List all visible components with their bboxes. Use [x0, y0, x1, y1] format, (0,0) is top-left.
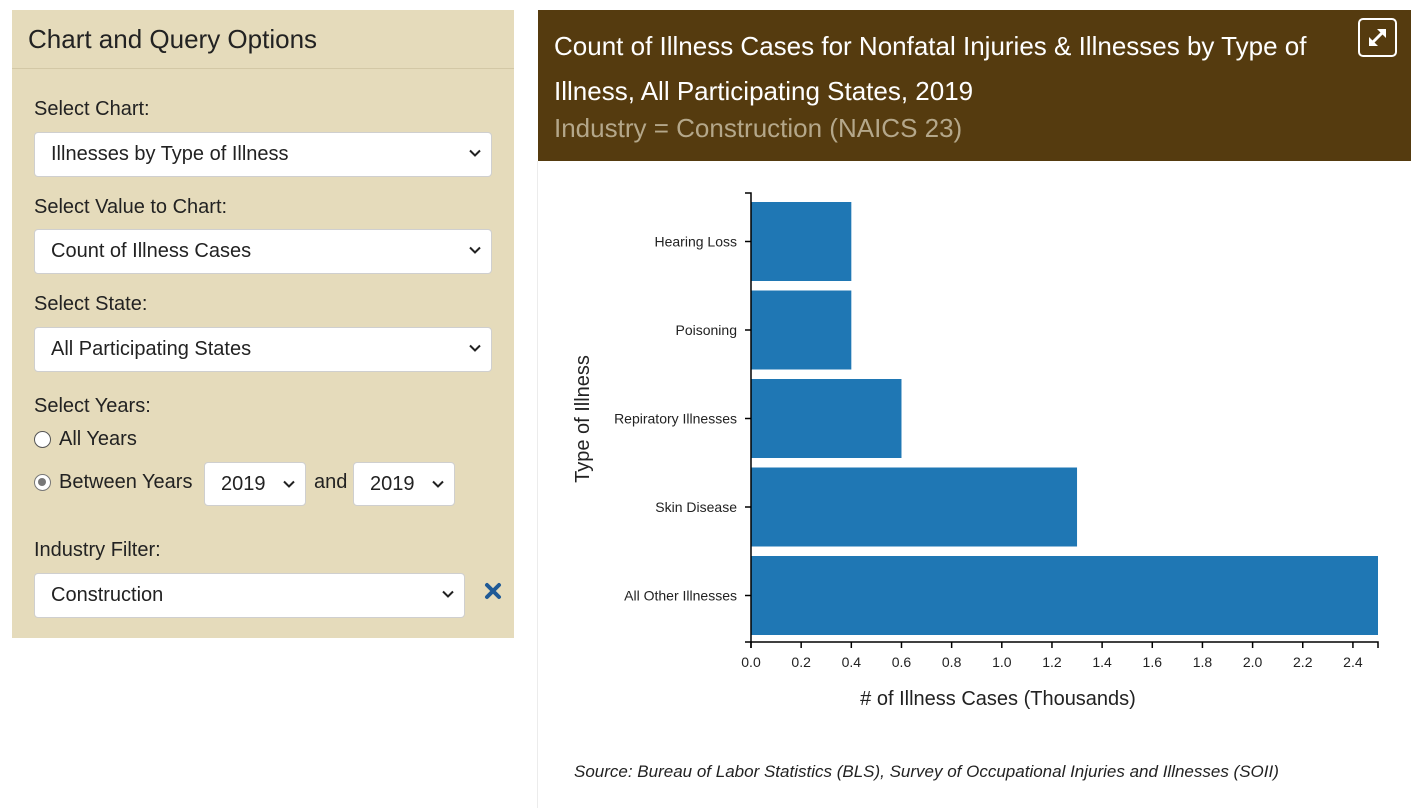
- chevron-down-icon: [283, 480, 295, 488]
- expand-button[interactable]: [1358, 18, 1397, 57]
- bar-poisoning: [751, 290, 852, 370]
- between-years-option[interactable]: Between Years: [34, 471, 192, 494]
- bar-skin-disease: [751, 467, 1078, 547]
- chevron-down-icon: [469, 344, 481, 352]
- close-x-icon[interactable]: [484, 582, 502, 600]
- chart-title: Count of Illness Cases for Nonfatal Inju…: [554, 31, 1307, 106]
- x-tick-label: 1.2: [1042, 654, 1062, 670]
- bar-chart: Hearing Loss Poisoning Repiratory Illnesse…: [572, 192, 1379, 710]
- x-tick-label: 2.0: [1243, 654, 1263, 670]
- x-axis-title: # of Illness Cases (Thousands): [860, 688, 1136, 710]
- industry-filter-value: Construction: [51, 584, 164, 606]
- panel-title: Chart and Query Options: [12, 10, 514, 69]
- x-tick-label: 0.6: [892, 654, 912, 670]
- industry-filter-label: Industry Filter:: [34, 539, 161, 561]
- y-axis: Hearing Loss Poisoning Repiratory Illnesse…: [614, 192, 752, 643]
- query-options-panel: Chart and Query Options Select Chart: Il…: [12, 10, 514, 638]
- y-tick-label: Skin Disease: [655, 499, 737, 515]
- x-tick-label: 1.8: [1193, 654, 1213, 670]
- select-value-value: Count of Illness Cases: [51, 240, 252, 262]
- and-label: and: [314, 471, 348, 493]
- x-axis: 0.0 0.2 0.4 0.6 0.8 1.0 1.2 1.4 1.6 1.8 2.0 2.2 2.4: [741, 641, 1379, 670]
- chevron-down-icon: [469, 246, 481, 254]
- x-axis-line: [750, 641, 1379, 648]
- year-to-dropdown[interactable]: 2019: [353, 462, 455, 506]
- chevron-down-icon: [442, 590, 454, 598]
- x-tick-label: 1.6: [1143, 654, 1163, 670]
- x-tick-label: 0.8: [942, 654, 962, 670]
- all-years-option[interactable]: All Years: [34, 428, 137, 451]
- chart-source-note: Source: Bureau of Labor Statistics (BLS)…: [574, 762, 1279, 781]
- x-tick-label: 0.4: [842, 654, 862, 670]
- select-state-label: Select State:: [34, 293, 148, 315]
- x-tick-label: 2.4: [1343, 654, 1363, 670]
- y-axis-title: Type of Illness: [572, 355, 594, 483]
- select-chart-value: Illnesses by Type of Illness: [51, 143, 289, 165]
- select-state-dropdown[interactable]: All Participating States: [34, 327, 492, 372]
- select-chart-dropdown[interactable]: Illnesses by Type of Illness: [34, 132, 492, 177]
- chart-bars: [751, 202, 1378, 635]
- x-tick-label: 2.2: [1293, 654, 1313, 670]
- between-years-radio[interactable]: [34, 474, 51, 491]
- year-from-value: 2019: [221, 473, 266, 495]
- select-years-label: Select Years:: [34, 395, 151, 417]
- all-years-radio[interactable]: [34, 431, 51, 448]
- select-state-value: All Participating States: [51, 338, 252, 360]
- x-tick-label: 0.0: [741, 654, 761, 670]
- between-years-label: Between Years: [59, 471, 193, 493]
- year-to-value: 2019: [370, 473, 415, 495]
- y-axis-line: [745, 192, 752, 643]
- x-tick-label: 1.0: [992, 654, 1012, 670]
- chart-subtitle: Industry = Construction (NAICS 23): [554, 113, 963, 143]
- chevron-down-icon: [469, 149, 481, 157]
- y-tick-label: All Other Illnesses: [624, 588, 737, 604]
- y-tick-label: Repiratory Illnesses: [614, 411, 737, 427]
- select-value-dropdown[interactable]: Count of Illness Cases: [34, 229, 492, 274]
- all-years-label: All Years: [59, 428, 137, 450]
- chart-header: Count of Illness Cases for Nonfatal Inju…: [538, 10, 1411, 161]
- expand-arrows-icon: [1369, 29, 1386, 46]
- chart-frame-border: [537, 161, 538, 808]
- x-tick-label: 1.4: [1092, 654, 1112, 670]
- select-value-label: Select Value to Chart:: [34, 196, 228, 218]
- bar-repiratory-illnesses: [751, 379, 902, 458]
- bar-all-other-illnesses: [751, 556, 1378, 635]
- chevron-down-icon: [432, 480, 444, 488]
- y-tick-label: Poisoning: [676, 322, 738, 338]
- x-tick-label: 0.2: [791, 654, 811, 670]
- select-chart-label: Select Chart:: [34, 98, 150, 120]
- bar-hearing-loss: [751, 202, 852, 281]
- year-from-dropdown[interactable]: 2019: [204, 462, 306, 506]
- industry-filter-dropdown[interactable]: Construction: [34, 573, 465, 618]
- y-tick-label: Hearing Loss: [655, 234, 738, 250]
